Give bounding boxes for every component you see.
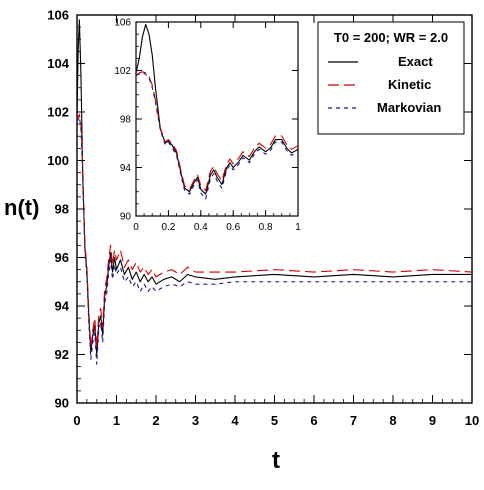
main-y-tick-label: 94 xyxy=(55,299,70,314)
main-x-tick-label: 8 xyxy=(389,413,396,428)
inset-series-markovian xyxy=(136,72,298,200)
inset-y-tick-label: 94 xyxy=(120,163,132,174)
main-x-tick-label: 10 xyxy=(465,413,479,428)
inset-x-tick-label: 0.4 xyxy=(194,222,208,233)
main-x-tick-label: 6 xyxy=(310,413,317,428)
main-series-kinetic xyxy=(77,113,472,348)
x-axis-label: t xyxy=(272,447,280,474)
legend-label-exact: Exact xyxy=(398,54,433,69)
inset-y-tick-label: 102 xyxy=(114,66,131,77)
main-y-tick-label: 102 xyxy=(47,105,69,120)
main-x-tick-label: 4 xyxy=(231,413,239,428)
inset-y-tick-label: 90 xyxy=(120,212,132,223)
main-y-tick-label: 104 xyxy=(47,56,69,71)
legend-label-markovian: Markovian xyxy=(377,100,441,115)
main-x-tick-label: 3 xyxy=(192,413,199,428)
legend-box xyxy=(317,21,465,135)
main-x-tick-label: 0 xyxy=(73,413,80,428)
legend-title: T0 = 200; WR = 2.0 xyxy=(334,30,448,45)
inset-x-tick-label: 0.6 xyxy=(226,222,240,233)
main-y-tick-label: 100 xyxy=(47,153,69,168)
inset-x-tick-label: 0.8 xyxy=(259,222,273,233)
inset-x-tick-label: 0.2 xyxy=(161,222,175,233)
y-axis-label: n(t) xyxy=(4,195,39,220)
inset-series-kinetic xyxy=(136,71,298,192)
inset-plot-background xyxy=(136,22,298,216)
main-y-tick-label: 96 xyxy=(55,250,69,265)
main-y-tick-label: 106 xyxy=(47,8,69,23)
main-y-tick-label: 92 xyxy=(55,347,69,362)
legend: T0 = 200; WR = 2.0 Exact Kinetic Markovi… xyxy=(317,21,465,135)
inset-x-tick-label: 0 xyxy=(133,222,139,233)
main-x-tick-label: 1 xyxy=(113,413,120,428)
inset-plot: 0 0.2 0.4 0.6 0.8 1 90 94 98 102 106 xyxy=(114,18,301,234)
main-x-tick-label: 2 xyxy=(152,413,159,428)
main-x-tick-label: 7 xyxy=(350,413,357,428)
inset-y-tick-label: 106 xyxy=(114,18,131,29)
main-x-tick-label: 9 xyxy=(429,413,436,428)
inset-x-tick-label: 1 xyxy=(295,222,301,233)
legend-label-kinetic: Kinetic xyxy=(388,77,431,92)
main-x-tick-label: 5 xyxy=(271,413,278,428)
main-y-tick-label: 98 xyxy=(55,202,69,217)
inset-series-exact xyxy=(136,23,298,195)
inset-y-tick-label: 98 xyxy=(120,115,132,126)
main-y-tick-label: 90 xyxy=(55,396,69,411)
